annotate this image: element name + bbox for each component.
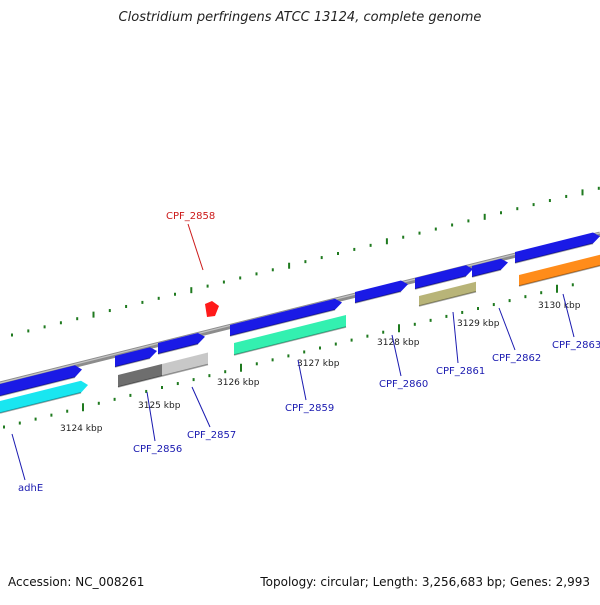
gene-label: CPF_2861 xyxy=(436,366,485,377)
product-2859-shade xyxy=(233,326,347,356)
gene-label: CPF_2858 xyxy=(166,211,215,222)
gene-label-leader xyxy=(297,359,307,401)
feature-2858 xyxy=(205,301,219,317)
scale-label: 3127 kbp xyxy=(297,359,340,369)
accession-text: Accession: NC_008261 xyxy=(8,575,145,589)
gene-label-leader xyxy=(146,391,156,442)
gene-label-leader xyxy=(191,386,211,428)
scale-label: 3129 kbp xyxy=(457,319,500,329)
scale-label: 3128 kbp xyxy=(377,338,420,348)
cds-2857 xyxy=(158,333,205,354)
product-2857 xyxy=(162,352,208,376)
cds-2861 xyxy=(415,265,473,289)
cds-2863 xyxy=(515,232,600,263)
outer-tick-marks xyxy=(11,186,600,337)
cds-adhE-shade xyxy=(0,376,76,397)
gene-label: CPF_2856 xyxy=(133,444,182,455)
gene-features xyxy=(0,232,600,414)
cds-2857-shade xyxy=(157,343,199,355)
gene-label-leader xyxy=(187,223,204,271)
cds-2856 xyxy=(115,347,157,367)
rna-adhE xyxy=(0,380,88,413)
scale-label: 3126 kbp xyxy=(217,378,260,388)
product-2856-shade xyxy=(117,375,163,388)
product-2859 xyxy=(234,315,346,355)
gene-label-leader xyxy=(562,293,575,338)
inner-tick-marks xyxy=(3,283,574,429)
gene-labels: CPF_2858 adhE CPF_2856 CPF_2857 CPF_2859 CPF_… xyxy=(11,211,600,494)
cds-adhE xyxy=(0,365,82,396)
product-2857-shade xyxy=(161,363,209,377)
cds-2862 xyxy=(472,258,508,277)
cds-2859 xyxy=(230,298,342,336)
gene-label: adhE xyxy=(18,483,43,494)
cds-2860 xyxy=(355,280,408,303)
cds-2862-shade xyxy=(471,269,502,278)
gene-label: CPF_2857 xyxy=(187,430,236,441)
cds-2863-shade xyxy=(514,242,594,264)
gene-label-leader xyxy=(452,311,459,364)
scale-label: 3125 kbp xyxy=(138,401,181,411)
gene-label-leader xyxy=(391,334,402,377)
product-2856 xyxy=(118,364,162,387)
scale-label: 3124 kbp xyxy=(60,424,103,434)
gene-label: CPF_2859 xyxy=(285,403,334,414)
gene-label: CPF_2860 xyxy=(379,379,428,390)
cds-2856-shade xyxy=(114,357,151,368)
gene-label: CPF_2862 xyxy=(492,353,541,364)
rna-adhE-shade xyxy=(0,392,82,414)
cds-2861-shade xyxy=(414,275,467,290)
genome-summary-text: Topology: circular; Length: 3,256,683 bp… xyxy=(260,575,590,589)
gene-label: CPF_2863 xyxy=(552,340,600,351)
gene-label-leader xyxy=(11,433,26,481)
cds-2859-shade xyxy=(229,309,336,337)
map-title: Clostridium perfringens ATCC 13124, comp… xyxy=(118,10,482,25)
scale-label: 3130 kbp xyxy=(538,301,581,311)
cds-2860-shade xyxy=(354,290,402,304)
product-2863 xyxy=(519,254,600,286)
gene-label-leader xyxy=(498,307,516,351)
product-2861 xyxy=(419,281,476,306)
product-2861-shade xyxy=(418,291,477,307)
scale-labels: 3124 kbp 3125 kbp 3126 kbp 3127 kbp 3128 kbp… xyxy=(60,301,581,434)
product-2863-shade xyxy=(518,265,600,287)
